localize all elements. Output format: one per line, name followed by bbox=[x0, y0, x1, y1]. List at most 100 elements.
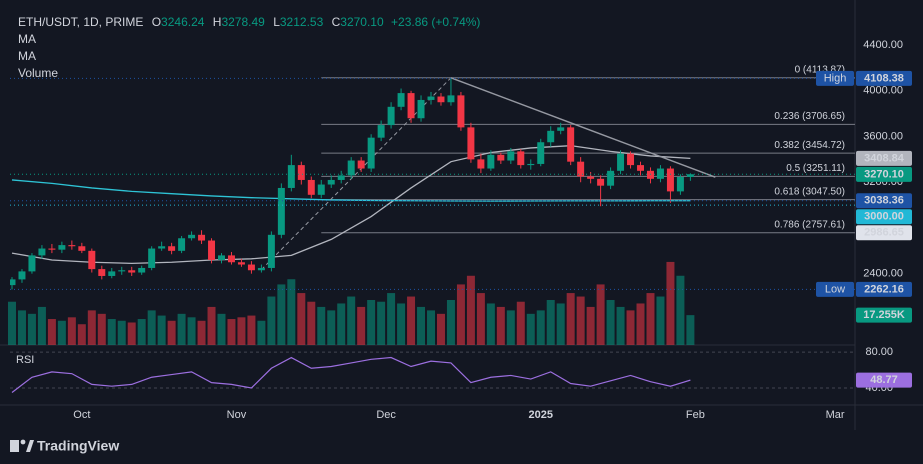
volume-bar bbox=[536, 310, 545, 345]
candle-body bbox=[557, 127, 565, 131]
price-tag bbox=[856, 209, 912, 225]
volume-bar bbox=[227, 319, 236, 345]
indicator-tag-label: 17.255K bbox=[863, 309, 905, 321]
candle-body bbox=[607, 170, 615, 186]
volume-bar bbox=[566, 293, 575, 345]
legend-ma[interactable]: MA bbox=[18, 32, 36, 46]
x-tick-label: Mar bbox=[826, 409, 845, 421]
candle-body bbox=[237, 262, 245, 265]
volume-bar bbox=[117, 320, 126, 345]
volume-bar bbox=[576, 296, 585, 345]
ohlc-key: C bbox=[331, 15, 341, 29]
candle-body bbox=[247, 264, 255, 271]
y-tick-label: 4000.00 bbox=[863, 85, 903, 97]
candle-body bbox=[467, 127, 475, 160]
indicator-tag bbox=[856, 307, 912, 323]
x-tick-label: Dec bbox=[376, 409, 396, 421]
rsi-line bbox=[11, 356, 691, 393]
volume-bar bbox=[67, 317, 76, 345]
candle-body bbox=[138, 267, 146, 273]
ohlc-value: 3246.24 bbox=[161, 15, 205, 29]
candle-body bbox=[88, 250, 96, 270]
volume-bar bbox=[147, 310, 156, 345]
fib-label: 0.236 (3706.65) bbox=[774, 111, 845, 122]
price-tag-label: 3408.84 bbox=[864, 152, 905, 164]
volume-bar bbox=[177, 313, 186, 345]
moving-average bbox=[11, 179, 691, 202]
volume-bar bbox=[257, 320, 266, 345]
candle-body bbox=[537, 142, 545, 164]
moving-average bbox=[11, 145, 691, 265]
candle-body bbox=[387, 106, 395, 126]
ohlc-value: 3278.49 bbox=[221, 15, 265, 29]
volume-bar bbox=[606, 300, 615, 345]
candle-body bbox=[367, 137, 375, 169]
candle-body bbox=[287, 165, 295, 188]
volume-bar bbox=[327, 310, 336, 345]
ohlc-key: L bbox=[273, 15, 280, 29]
volume-bar bbox=[57, 320, 66, 345]
volume-bar bbox=[596, 284, 605, 345]
candle-body bbox=[68, 245, 76, 247]
price-tag bbox=[856, 281, 912, 297]
candle-body bbox=[218, 255, 225, 260]
volume-bar bbox=[8, 301, 16, 345]
volume-bar bbox=[456, 284, 465, 345]
candle-body bbox=[507, 151, 515, 161]
volume-bar bbox=[546, 300, 555, 345]
change: +23.86 (+0.74%) bbox=[391, 15, 481, 29]
price-tag bbox=[856, 166, 912, 182]
candle-body bbox=[327, 179, 335, 185]
volume-bar bbox=[127, 322, 136, 345]
volume-bar bbox=[436, 313, 445, 345]
indicator-tag bbox=[856, 372, 912, 388]
logo-part bbox=[10, 440, 19, 452]
candle-body bbox=[646, 170, 654, 179]
price-layer: 0 (4113.87) 0.236 (3706.65) 0.382 (3454.72… bbox=[10, 64, 855, 290]
candle-body bbox=[168, 246, 176, 251]
candle-body bbox=[437, 96, 445, 103]
candle-body bbox=[18, 271, 26, 280]
volume-bar bbox=[77, 324, 86, 345]
candle-body bbox=[98, 269, 106, 276]
price-tag-label: 2986.65 bbox=[864, 227, 904, 239]
y-tick-label: 3600.00 bbox=[863, 130, 903, 142]
trendline bbox=[450, 77, 716, 178]
candle-body bbox=[58, 245, 66, 250]
volume-bar bbox=[417, 306, 426, 345]
volume-layer bbox=[8, 261, 695, 345]
candle-body bbox=[407, 93, 415, 119]
price-tag-label: 3270.10 bbox=[864, 168, 904, 180]
candle-body bbox=[188, 234, 196, 239]
price-tag-label: 3038.36 bbox=[864, 195, 904, 207]
candle-body bbox=[627, 153, 635, 166]
volume-bar bbox=[307, 301, 316, 345]
candle-body bbox=[307, 179, 315, 195]
price-tag bbox=[856, 150, 912, 166]
volume-bar bbox=[656, 296, 665, 345]
volume-bar bbox=[347, 296, 356, 345]
volume-bar bbox=[277, 284, 286, 345]
legend-ma[interactable]: MA bbox=[18, 49, 36, 63]
candle-body bbox=[397, 93, 405, 107]
volume-bar bbox=[506, 310, 515, 345]
rsi-tick-label: 80.00 bbox=[865, 346, 893, 358]
legend-volume[interactable]: Volume bbox=[18, 66, 59, 80]
price-tag-name-box bbox=[816, 281, 854, 297]
volume-bar bbox=[486, 303, 495, 345]
price-tag-name-box bbox=[816, 70, 854, 86]
ohlc-value: 3212.53 bbox=[279, 15, 324, 29]
price-tag-label: 4108.38 bbox=[864, 72, 904, 84]
volume-bar bbox=[27, 313, 36, 345]
price-tag-name: High bbox=[824, 72, 847, 84]
volume-bar bbox=[167, 320, 176, 345]
fib-label: 0.382 (3454.72) bbox=[774, 140, 845, 151]
volume-bar bbox=[496, 306, 505, 345]
volume-bar bbox=[556, 303, 565, 345]
price-tag bbox=[856, 70, 912, 86]
candle-body bbox=[527, 163, 535, 166]
candle-body bbox=[637, 165, 644, 171]
candle-body bbox=[686, 174, 694, 177]
fib-label: 0 (4113.87) bbox=[795, 64, 845, 75]
x-tick-label: Oct bbox=[73, 409, 90, 421]
